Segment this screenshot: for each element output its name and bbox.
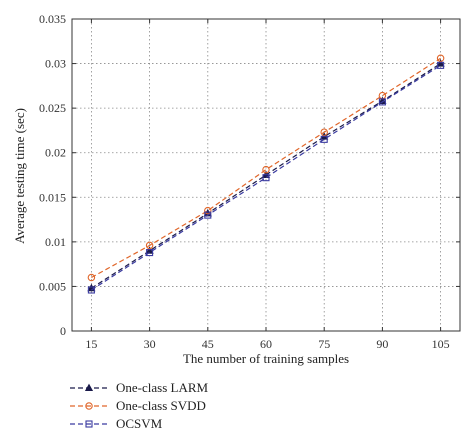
data-point-s2-0 <box>87 286 95 294</box>
data-point-s1-2 <box>204 206 212 215</box>
legend-label-1: One-class SVDD <box>116 398 206 413</box>
data-point-s2-5 <box>378 98 386 106</box>
x-tick-label: 30 <box>144 337 156 351</box>
x-axis-label: The number of training samples <box>183 351 349 366</box>
y-tick-label: 0.015 <box>39 190 66 204</box>
y-tick-label: 0.01 <box>45 235 66 249</box>
data-point-s2-2 <box>204 211 212 219</box>
legend-marker-2 <box>85 420 93 428</box>
x-tick-label: 90 <box>376 337 388 351</box>
legend-label-0: One-class LARM <box>116 380 209 395</box>
y-tick-label: 0.03 <box>45 57 66 71</box>
data-point-s1-3 <box>262 165 270 174</box>
y-tick-label: 0.035 <box>39 12 66 26</box>
legend: One-class LARM One-class SVDD OCSVM <box>70 380 209 431</box>
series-line-2 <box>91 64 441 291</box>
data-point-s2-4 <box>320 135 328 143</box>
data-point-s2-1 <box>146 249 154 257</box>
data-point-s1-0 <box>87 273 96 282</box>
data-point-s0-6 <box>436 59 445 67</box>
data-point-s2-3 <box>262 174 270 182</box>
data-point-s1-1 <box>145 241 154 250</box>
x-tick-label: 105 <box>432 337 450 351</box>
series-group <box>87 54 445 294</box>
series-line-1 <box>91 57 441 279</box>
y-axis-label: Average testing time (sec) <box>12 108 27 244</box>
legend-marker-1 <box>85 402 93 410</box>
x-tick-label: 60 <box>260 337 272 351</box>
data-point-s1-6 <box>436 54 445 62</box>
data-point-s2-6 <box>437 61 445 69</box>
y-tick-label: 0.005 <box>39 279 66 293</box>
y-tick-label: 0.02 <box>45 146 66 160</box>
data-point-s0-1 <box>145 246 154 254</box>
axes: 15 30 45 60 75 90 105 0 0.005 0.01 0.015 0.02 0.025 0… <box>39 12 461 351</box>
x-tick-label: 45 <box>202 337 214 351</box>
y-tick-label: 0 <box>60 324 66 338</box>
data-point-s1-4 <box>320 128 328 136</box>
legend-label-2: OCSVM <box>116 416 163 431</box>
x-tick-label: 75 <box>318 337 330 351</box>
x-tick-label: 15 <box>85 337 97 351</box>
legend-marker-0 <box>84 383 94 392</box>
y-tick-label: 0.025 <box>39 101 66 115</box>
